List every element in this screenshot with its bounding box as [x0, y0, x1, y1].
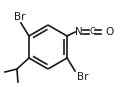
Text: Br: Br — [77, 72, 89, 82]
Text: N: N — [75, 27, 83, 37]
Text: O: O — [105, 27, 113, 37]
Text: C: C — [89, 27, 95, 37]
Text: Br: Br — [14, 12, 26, 22]
